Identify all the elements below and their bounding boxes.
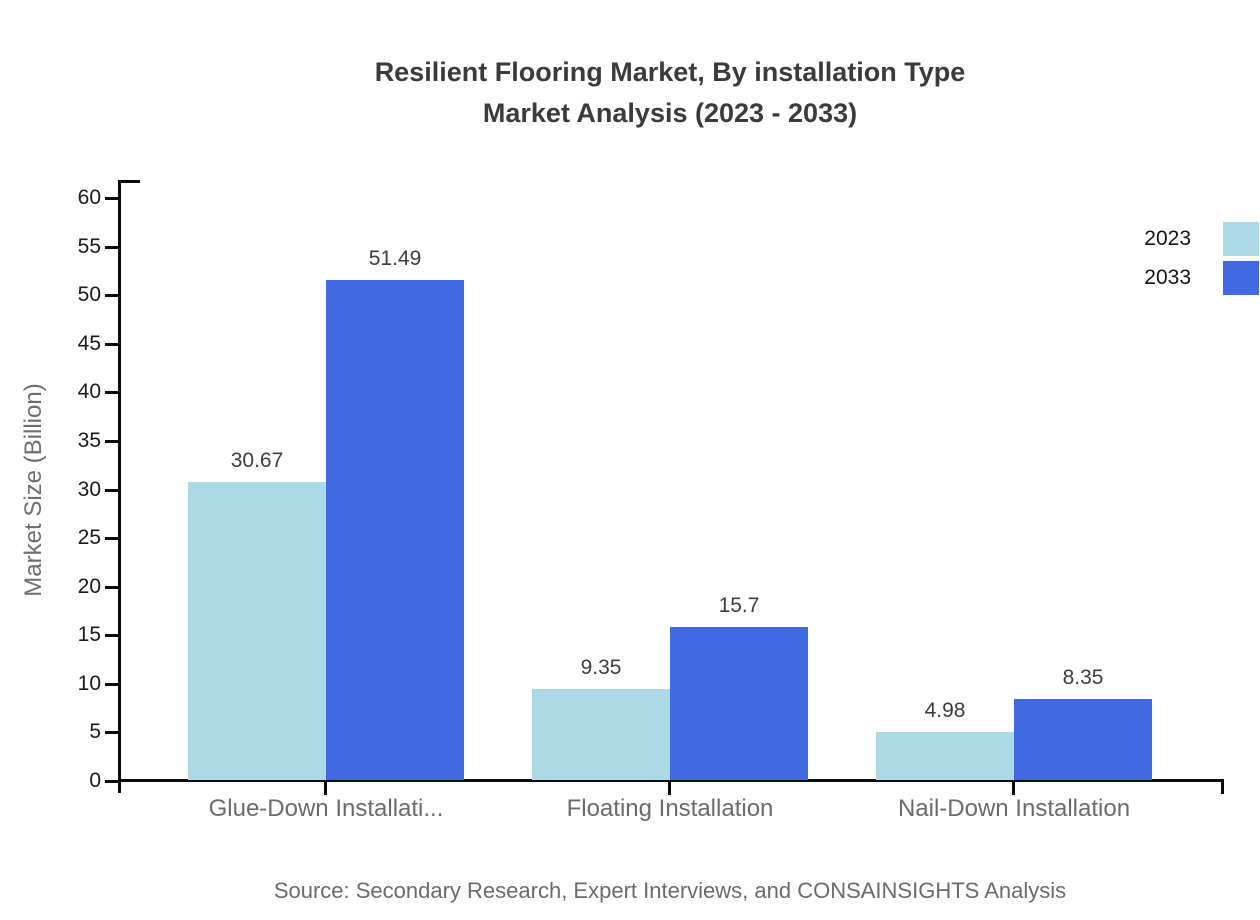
y-axis-tick [105, 634, 118, 637]
bar [188, 482, 326, 780]
bar [326, 280, 464, 780]
y-axis-tick [105, 780, 118, 783]
y-axis-tick-label: 15 [77, 623, 101, 646]
category-label: Nail-Down Installation [897, 795, 1131, 822]
bar [1014, 699, 1152, 780]
y-axis-tick-label: 20 [77, 575, 101, 598]
y-axis-tick-label: 0 [89, 769, 101, 792]
y-axis-tick [105, 586, 118, 589]
x-axis-end-cap [1221, 779, 1224, 794]
y-axis-tick [105, 489, 118, 492]
bar-value-label: 4.98 [924, 699, 966, 722]
chart-title-line1: Resilient Flooring Market, By installati… [374, 57, 966, 87]
x-axis-tick [1012, 780, 1015, 795]
y-axis-tick [105, 731, 118, 734]
category-label: Glue-Down Installati... [208, 795, 444, 822]
legend-item: 2033 [939, 261, 1259, 295]
category-label: Floating Installation [566, 795, 774, 822]
legend-label: 2033 [1144, 266, 1191, 289]
chart-title-line2: Market Analysis (2023 - 2033) [482, 98, 858, 128]
legend-label: 2023 [1144, 227, 1191, 250]
y-axis-tick-label: 30 [77, 478, 101, 501]
y-axis-tick-label: 60 [77, 186, 101, 209]
y-axis-tick [105, 197, 118, 200]
legend-item: 2023 [939, 222, 1259, 256]
bar-value-label: 15.7 [718, 594, 760, 617]
y-axis-top-cap [118, 180, 140, 183]
bar [532, 689, 670, 780]
bar-value-label: 9.35 [580, 656, 622, 679]
bar-value-label: 8.35 [1062, 666, 1104, 689]
bar-value-label: 30.67 [230, 449, 284, 472]
y-axis-tick-label: 40 [77, 380, 101, 403]
legend-swatch [1223, 261, 1259, 295]
chart-title: Resilient Flooring Market, By installati… [80, 52, 1260, 134]
y-axis-tick-label: 25 [77, 526, 101, 549]
legend: 2023 2033 [939, 222, 1259, 300]
y-axis-tick-label: 5 [89, 720, 101, 743]
y-axis-tick-label: 35 [77, 429, 101, 452]
x-axis-tick [324, 780, 327, 795]
y-axis-tick [105, 537, 118, 540]
y-axis-tick-label: 45 [77, 332, 101, 355]
y-axis-tick-label: 55 [77, 235, 101, 258]
y-axis-tick [105, 294, 118, 297]
y-axis-tick-label: 10 [77, 672, 101, 695]
bar [876, 732, 1014, 780]
y-axis-line [118, 180, 121, 793]
x-axis-line [118, 779, 1224, 782]
bar [670, 627, 808, 780]
bar-value-label: 51.49 [368, 247, 422, 270]
y-axis-tick [105, 343, 118, 346]
y-axis-tick [105, 683, 118, 686]
y-axis-tick-label: 50 [77, 283, 101, 306]
y-axis-tick [105, 246, 118, 249]
source-note: Source: Secondary Research, Expert Inter… [273, 878, 1067, 903]
y-axis-tick [105, 391, 118, 394]
legend-swatch [1223, 222, 1259, 256]
x-axis-tick [668, 780, 671, 795]
y-axis-tick [105, 440, 118, 443]
